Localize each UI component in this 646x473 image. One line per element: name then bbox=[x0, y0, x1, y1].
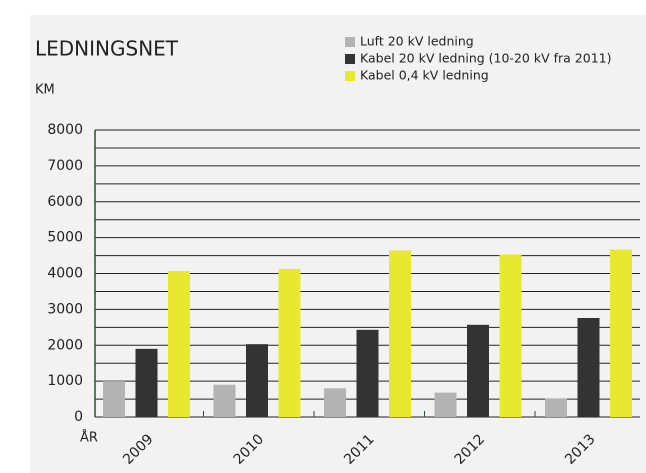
legend-label: Kabel 20 kV ledning (10-20 kV fra 2011) bbox=[360, 51, 611, 66]
y-axis-label: KM bbox=[35, 83, 55, 98]
bar bbox=[610, 249, 632, 417]
bar bbox=[103, 381, 125, 417]
y-tick-label: 6000 bbox=[47, 194, 83, 210]
bar bbox=[324, 388, 346, 417]
bar bbox=[434, 392, 457, 417]
x-axis-label: ÅR bbox=[80, 430, 98, 446]
legend-swatch bbox=[345, 37, 355, 47]
bar bbox=[389, 250, 411, 417]
bar bbox=[168, 270, 190, 417]
legend-label: Luft 20 kV ledning bbox=[360, 34, 474, 49]
bar bbox=[467, 324, 489, 417]
y-tick-label: 1000 bbox=[47, 373, 83, 389]
bar bbox=[356, 329, 379, 417]
bar bbox=[577, 317, 600, 417]
chart-title: LEDNINGSNET bbox=[35, 37, 179, 61]
bar bbox=[278, 268, 301, 417]
bar bbox=[246, 344, 268, 417]
bar bbox=[135, 348, 158, 417]
y-tick-label: 5000 bbox=[47, 230, 83, 246]
legend-swatch bbox=[345, 71, 355, 81]
y-tick-label: 2000 bbox=[47, 337, 83, 353]
y-tick-label: 3000 bbox=[47, 301, 83, 317]
legend-label: Kabel 0,4 kV ledning bbox=[360, 68, 489, 83]
legend-swatch bbox=[345, 54, 355, 64]
bar bbox=[499, 254, 522, 417]
bar bbox=[545, 398, 567, 417]
y-tick-label: 0 bbox=[74, 409, 83, 425]
y-tick-label: 8000 bbox=[47, 122, 83, 138]
y-tick-label: 7000 bbox=[47, 158, 83, 174]
bar bbox=[213, 384, 236, 417]
y-tick-label: 4000 bbox=[47, 266, 83, 282]
